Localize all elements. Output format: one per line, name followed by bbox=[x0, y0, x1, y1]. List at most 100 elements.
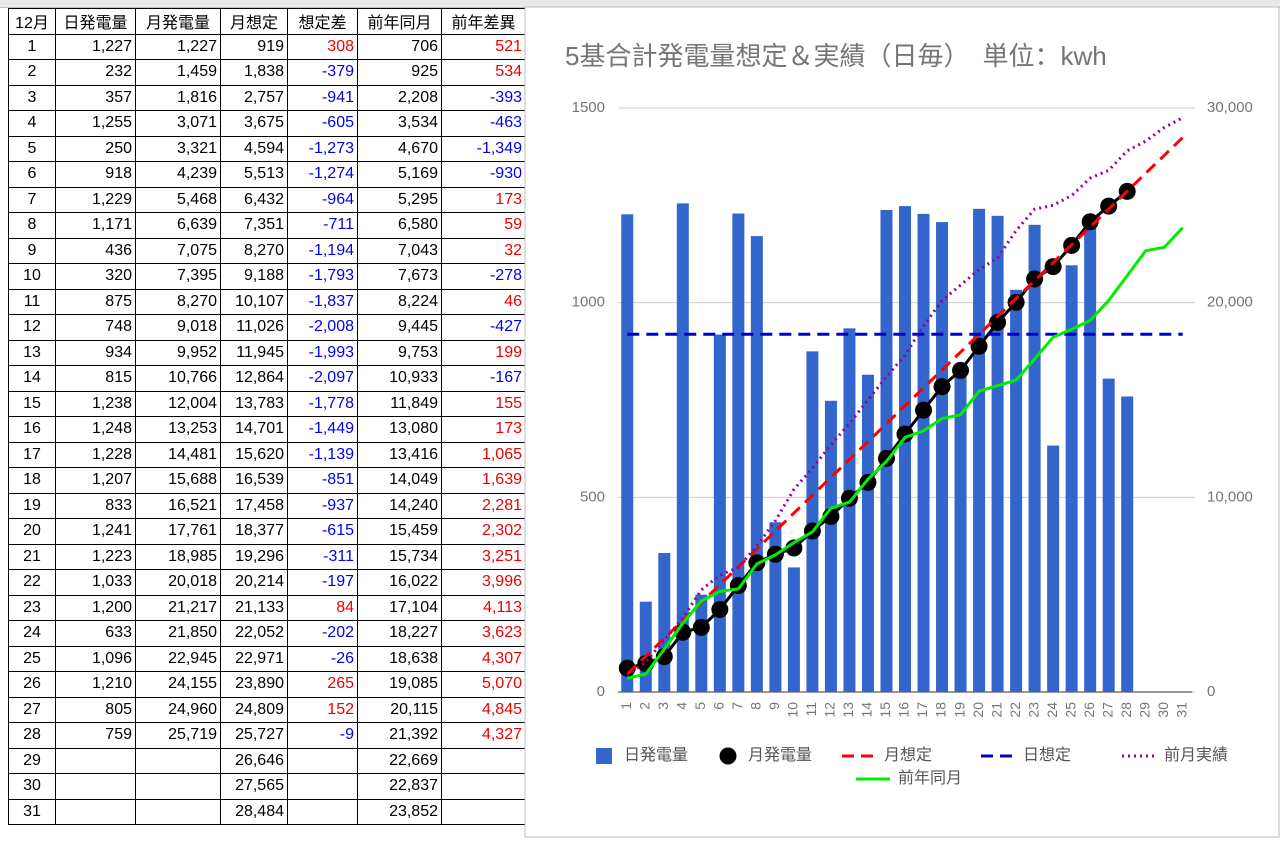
table-cell: 15,459 bbox=[357, 518, 442, 545]
dot bbox=[1100, 197, 1118, 215]
x-tick-label: 29 bbox=[1136, 702, 1152, 718]
legend-label: 前月実績 bbox=[1164, 746, 1228, 764]
bar bbox=[621, 214, 634, 692]
table-cell: -2,097 bbox=[287, 365, 358, 392]
table-cell: 20,115 bbox=[357, 696, 442, 723]
table-cell: 2,208 bbox=[357, 84, 442, 111]
table-cell: 152 bbox=[287, 696, 358, 723]
dot bbox=[1044, 258, 1062, 276]
x-tick-label: 31 bbox=[1173, 702, 1189, 718]
table-cell: 23,852 bbox=[357, 798, 442, 825]
table-cell bbox=[55, 798, 136, 825]
chart-title: 5基合計発電量想定＆実績（日毎） 単位：kwh bbox=[565, 41, 1107, 71]
table-cell: 925 bbox=[357, 59, 442, 86]
table-cell: -605 bbox=[287, 110, 358, 137]
table-cell: -463 bbox=[441, 110, 526, 137]
table-cell: 4,239 bbox=[135, 161, 221, 188]
dot bbox=[618, 659, 636, 677]
table-row: 4 1,255 3,071 3,675 -605 3,534 -463 bbox=[8, 110, 526, 137]
x-tick-label: 10 bbox=[785, 702, 801, 718]
table-cell: 18,985 bbox=[135, 543, 221, 570]
dot bbox=[1007, 293, 1025, 311]
table-cell: 4,327 bbox=[441, 722, 526, 749]
table-cell: 3,996 bbox=[441, 569, 526, 596]
table-row: 29 26,646 22,669 bbox=[8, 747, 526, 774]
x-tick-label: 3 bbox=[655, 702, 671, 710]
table-cell: 18,377 bbox=[220, 518, 288, 545]
table-cell: -711 bbox=[287, 212, 358, 239]
x-tick-label: 12 bbox=[822, 702, 838, 718]
y-tick-label: 0 bbox=[597, 683, 605, 700]
table-row: 28 759 25,719 25,727 -9 21,392 4,327 bbox=[8, 722, 526, 749]
table-row: 10 320 7,395 9,188 -1,793 7,673 -278 bbox=[8, 263, 526, 290]
table-cell: 14,240 bbox=[357, 492, 442, 519]
x-tick-label: 20 bbox=[970, 702, 986, 718]
bar bbox=[695, 594, 708, 692]
table-row: 13 934 9,952 11,945 -1,993 9,753 199 bbox=[8, 339, 526, 366]
table-cell: 13 bbox=[8, 339, 56, 366]
table-cell: 6,580 bbox=[357, 212, 442, 239]
table-cell: 15,620 bbox=[220, 441, 288, 468]
bar bbox=[843, 328, 856, 692]
dot bbox=[989, 313, 1007, 331]
table-cell: 16,539 bbox=[220, 467, 288, 494]
table-cell: -1,793 bbox=[287, 263, 358, 290]
table-row: 3 357 1,816 2,757 -941 2,208 -393 bbox=[8, 84, 526, 111]
table-cell: -1,778 bbox=[287, 390, 358, 417]
bar bbox=[676, 203, 689, 693]
table-cell: -379 bbox=[287, 59, 358, 86]
table-cell: 4,845 bbox=[441, 696, 526, 723]
dot bbox=[711, 600, 729, 618]
table-row: 15 1,238 12,004 13,783 -1,778 11,849 155 bbox=[8, 390, 526, 417]
x-tick-label: 1 bbox=[618, 702, 634, 710]
table-cell: -1,194 bbox=[287, 237, 358, 264]
table-cell: 5,468 bbox=[135, 186, 221, 213]
table-cell: 8,270 bbox=[220, 237, 288, 264]
bar bbox=[917, 213, 930, 692]
table-cell: 10,107 bbox=[220, 288, 288, 315]
series-line bbox=[626, 136, 1184, 676]
table-cell: 1 bbox=[8, 33, 56, 60]
legend-swatch bbox=[596, 748, 612, 764]
table-cell: 1,171 bbox=[55, 212, 136, 239]
table-cell: -427 bbox=[441, 314, 526, 341]
x-tick-label: 28 bbox=[1118, 702, 1134, 718]
table-cell: 4,113 bbox=[441, 594, 526, 621]
bar bbox=[861, 374, 874, 692]
bar bbox=[954, 367, 967, 692]
table-cell: 11,026 bbox=[220, 314, 288, 341]
table-cell: 1,096 bbox=[55, 645, 136, 672]
table-cell: 1,816 bbox=[135, 84, 221, 111]
table-row: 9 436 7,075 8,270 -1,194 7,043 32 bbox=[8, 237, 526, 264]
y2-tick-label: 30,000 bbox=[1207, 99, 1253, 116]
table-cell: -1,993 bbox=[287, 339, 358, 366]
table-cell: 7,043 bbox=[357, 237, 442, 264]
table-cell: 16,521 bbox=[135, 492, 221, 519]
table-cell: 9,445 bbox=[357, 314, 442, 341]
table-cell: 199 bbox=[441, 339, 526, 366]
table-cell: 想定差 bbox=[287, 8, 358, 35]
table-cell: 20,214 bbox=[220, 569, 288, 596]
table-row: 22 1,033 20,018 20,214 -197 16,022 3,996 bbox=[8, 569, 526, 596]
table-cell: 5,295 bbox=[357, 186, 442, 213]
table-cell: -393 bbox=[441, 84, 526, 111]
dot bbox=[1081, 213, 1099, 231]
table-cell: 14,481 bbox=[135, 441, 221, 468]
table-cell: 15,688 bbox=[135, 467, 221, 494]
x-tick-label: 25 bbox=[1062, 702, 1078, 718]
x-tick-label: 15 bbox=[877, 702, 893, 718]
table-cell: 13,416 bbox=[357, 441, 442, 468]
bar bbox=[936, 222, 949, 693]
table-cell: 2,757 bbox=[220, 84, 288, 111]
table-row: 17 1,228 14,481 15,620 -1,139 13,416 1,065 bbox=[8, 441, 526, 468]
table-cell: 1,207 bbox=[55, 467, 136, 494]
table-cell: 1,227 bbox=[55, 33, 136, 60]
table-row: 31 28,484 23,852 bbox=[8, 798, 526, 825]
table-cell: 521 bbox=[441, 33, 526, 60]
table-cell: 4,594 bbox=[220, 135, 288, 162]
table-cell: -26 bbox=[287, 645, 358, 672]
table-cell: 1,065 bbox=[441, 441, 526, 468]
table-cell: 8 bbox=[8, 212, 56, 239]
dot bbox=[970, 337, 988, 355]
